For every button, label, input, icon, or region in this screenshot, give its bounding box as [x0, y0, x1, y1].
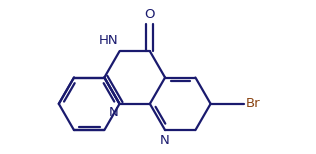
- Text: Br: Br: [245, 97, 260, 110]
- Text: N: N: [160, 134, 170, 147]
- Text: N: N: [108, 106, 118, 120]
- Text: HN: HN: [99, 34, 118, 47]
- Text: O: O: [145, 8, 155, 21]
